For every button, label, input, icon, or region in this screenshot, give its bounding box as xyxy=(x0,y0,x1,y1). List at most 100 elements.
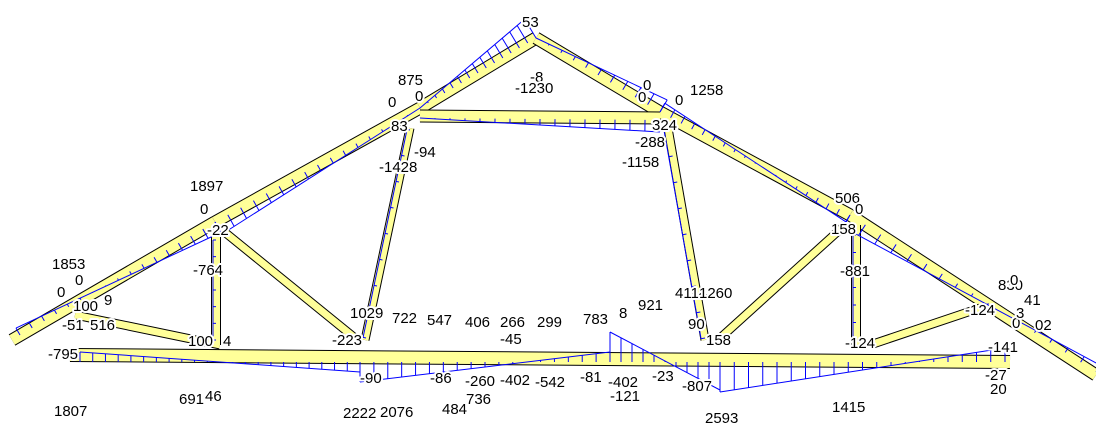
value-label: -51 xyxy=(62,317,84,334)
value-label: 158 xyxy=(706,332,731,349)
value-label: 516 xyxy=(90,317,115,334)
value-label: 1897 xyxy=(190,178,223,195)
diagram-web-right-center xyxy=(663,129,706,340)
value-label: 90 xyxy=(688,316,705,333)
value-label: 1853 xyxy=(52,256,85,273)
value-label: 41 xyxy=(1024,292,1041,309)
value-label: 53 xyxy=(522,14,539,31)
value-label: 0 xyxy=(200,201,208,218)
value-label: 158 xyxy=(831,221,856,238)
top-chord-left-lower xyxy=(9,217,218,345)
value-label: -402 xyxy=(608,374,638,391)
value-label: 0 xyxy=(388,94,396,111)
value-label: -90 xyxy=(360,370,382,387)
value-label: 4114 xyxy=(675,285,707,302)
value-label: -23 xyxy=(652,368,674,385)
value-label: -764 xyxy=(193,262,223,279)
value-label: 100 xyxy=(73,298,98,315)
value-label: 2222 xyxy=(343,405,376,422)
value-label: 736 xyxy=(466,391,491,408)
value-label: 1415 xyxy=(832,399,865,416)
force-diagrams xyxy=(15,18,1096,393)
value-label: -27 xyxy=(985,367,1007,384)
value-label: 0 xyxy=(1012,315,1020,332)
value-label: 3 xyxy=(1016,305,1024,322)
value-label: -8 xyxy=(530,69,543,86)
value-label: -795 xyxy=(48,346,78,363)
value-label: 0 xyxy=(1010,272,1018,289)
value-label: 783 xyxy=(583,311,608,328)
diagram-top-left-lower xyxy=(15,221,222,336)
value-label: 324 xyxy=(652,117,677,134)
value-label: 875 xyxy=(398,72,423,89)
value-label: -402 xyxy=(500,372,530,389)
web-right-diag xyxy=(715,222,848,343)
value-label: -124 xyxy=(845,335,875,352)
value-label: 4 xyxy=(223,333,231,350)
value-label: 0 xyxy=(57,284,65,301)
web-left-outer-diag xyxy=(74,311,221,349)
value-label: 9 xyxy=(104,292,112,309)
value-label: 506 xyxy=(835,190,860,207)
value-label: 8 xyxy=(619,305,627,322)
value-label: -260 xyxy=(465,373,495,390)
value-label: -542 xyxy=(535,374,565,391)
diagram-web-left-vertical xyxy=(212,239,216,341)
value-label: 46 xyxy=(205,388,222,405)
value-label: 691 xyxy=(179,391,204,408)
web-left-diag xyxy=(219,227,358,341)
value-label: -288 xyxy=(635,134,665,151)
value-label: 2593 xyxy=(705,410,738,427)
value-label: 1258 xyxy=(690,82,723,99)
value-label: -86 xyxy=(430,370,452,387)
diagram-top-right-lower xyxy=(842,214,1096,372)
value-label: 266 xyxy=(500,314,525,331)
value-label: -141 xyxy=(988,339,1018,356)
value-label: 0 xyxy=(675,92,683,109)
value-label: 830 xyxy=(998,277,1023,294)
value-label: 484 xyxy=(442,401,467,418)
diagram-bottom-right xyxy=(719,347,1006,393)
value-label: 20 xyxy=(990,381,1007,398)
value-label: -881 xyxy=(840,263,870,280)
value-label: -22 xyxy=(207,222,229,239)
value-label: 02 xyxy=(1035,317,1052,334)
value-label: 0 xyxy=(855,201,863,218)
web-right-outer-diag xyxy=(868,304,982,349)
value-label: -223 xyxy=(332,332,362,349)
value-label: 299 xyxy=(537,314,562,331)
value-label: 406 xyxy=(465,314,490,331)
value-label: 0 xyxy=(638,89,646,106)
collar-tie xyxy=(419,110,661,124)
value-label: 100 xyxy=(188,333,213,350)
value-label: -807 xyxy=(682,378,712,395)
value-label: -121 xyxy=(610,388,640,405)
value-label: 0 xyxy=(643,77,651,94)
value-label: -81 xyxy=(580,369,602,386)
value-label: 83 xyxy=(391,118,408,135)
value-label: 722 xyxy=(392,310,417,327)
value-label: -45 xyxy=(500,331,522,348)
value-label: 547 xyxy=(427,312,452,329)
value-label: 0 xyxy=(415,88,423,105)
value-label: 1260 xyxy=(699,285,732,302)
value-label: 921 xyxy=(638,297,663,314)
value-label: -1428 xyxy=(379,159,417,176)
diagram-top-left-upper xyxy=(419,18,537,109)
value-label: 1029 xyxy=(350,305,383,322)
value-label: 0 xyxy=(75,272,83,289)
value-label: 2076 xyxy=(380,404,413,421)
value-label: -124 xyxy=(965,302,995,319)
value-label: -94 xyxy=(414,144,436,161)
bottom-chord xyxy=(69,349,1011,368)
top-chord-right-lower xyxy=(847,210,1096,380)
diagram-web-left-center xyxy=(362,128,411,339)
value-label: -1230 xyxy=(515,80,553,97)
diagram-collar xyxy=(419,117,661,133)
diagram-web-right-vertical xyxy=(852,234,856,341)
value-label: -1158 xyxy=(622,154,659,171)
value-label: 1807 xyxy=(54,403,87,420)
